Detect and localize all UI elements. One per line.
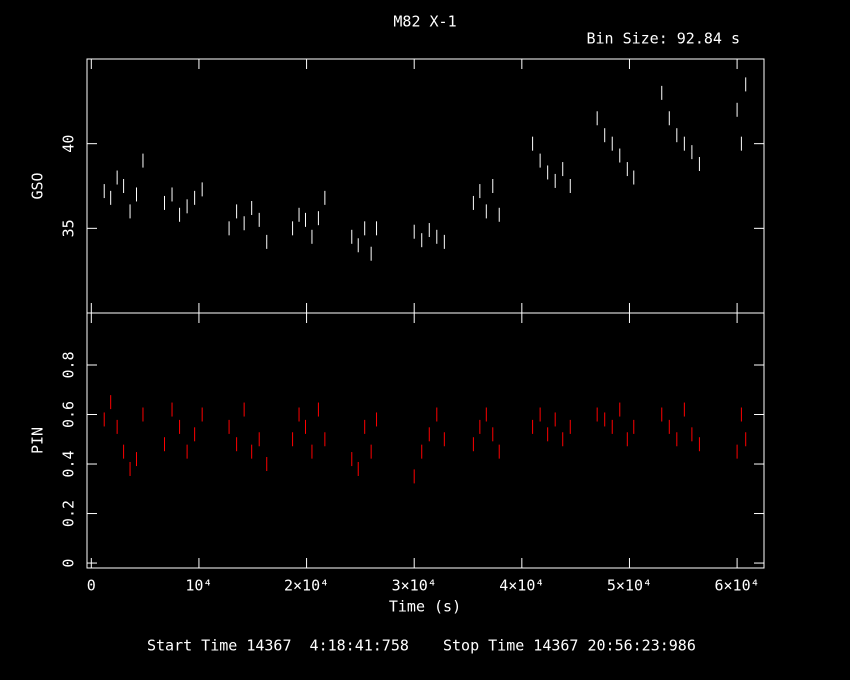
y-tick-label: 0.2 bbox=[60, 500, 78, 527]
x-axis-label: Time (s) bbox=[389, 598, 461, 616]
x-tick-label: 5×10⁴ bbox=[607, 577, 652, 595]
start-time: Start Time 14367 4:18:41:758 bbox=[147, 637, 409, 655]
x-tick-label: 0 bbox=[87, 577, 96, 595]
x-tick-label: 6×10⁴ bbox=[715, 577, 760, 595]
stop-time: Stop Time 14367 20:56:23:986 bbox=[443, 637, 696, 655]
top-frame bbox=[86, 58, 765, 314]
y-tick-label: 35 bbox=[60, 219, 78, 237]
chart-title: M82 X-1 bbox=[393, 13, 456, 31]
y-tick-label: 0.4 bbox=[60, 450, 78, 477]
bottom-frame bbox=[86, 312, 765, 569]
x-tick-label: 3×10⁴ bbox=[392, 577, 437, 595]
y-tick-label: 0.6 bbox=[60, 401, 78, 428]
x-tick-label: 2×10⁴ bbox=[284, 577, 329, 595]
chart-subtitle: Bin Size: 92.84 s bbox=[586, 30, 740, 48]
x-tick-label: 4×10⁴ bbox=[499, 577, 544, 595]
y-tick-label: 0 bbox=[60, 559, 78, 568]
x-tick-label: 10⁴ bbox=[185, 577, 212, 595]
y-axis-label: PIN bbox=[29, 427, 47, 454]
y-tick-label: 0.8 bbox=[60, 351, 78, 378]
y-tick-label: 40 bbox=[60, 135, 78, 153]
y-axis-label: GSO bbox=[29, 172, 47, 199]
